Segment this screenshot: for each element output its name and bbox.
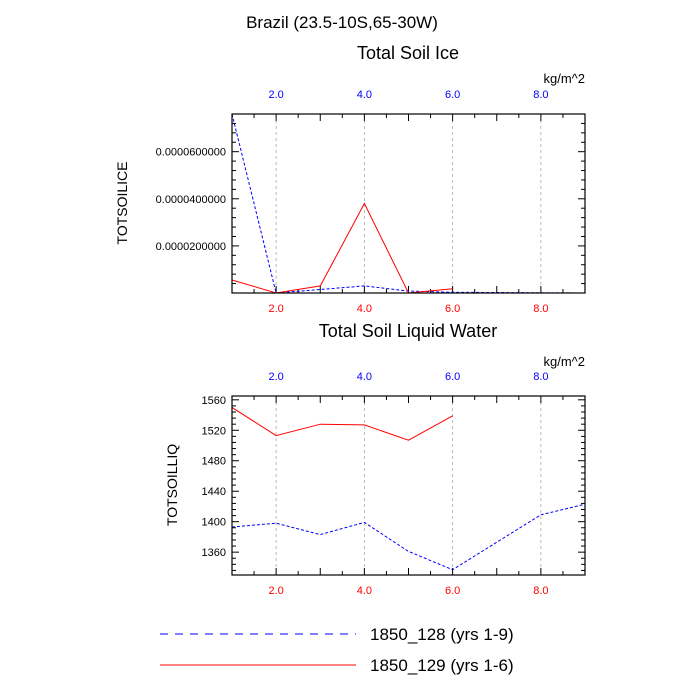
- soil-liquid-y-tick-label: 1480: [202, 456, 226, 468]
- soil-liquid-y-tick-label: 1440: [202, 486, 226, 498]
- soil-liquid-x-tick-label-top: 4.0: [357, 371, 372, 383]
- soil-liquid-x-tick-label-top: 6.0: [445, 371, 460, 383]
- soil-liquid-title: Total Soil Liquid Water: [319, 321, 497, 341]
- soil-liquid-y-tick-label: 1360: [202, 547, 226, 559]
- soil-liquid-units: kg/m^2: [543, 354, 585, 369]
- soil-ice-x-tick-label-bottom: 2.0: [268, 303, 283, 315]
- soil-ice-title: Total Soil Ice: [357, 43, 459, 63]
- soil-liquid-series-line-1850-128: [231, 503, 586, 571]
- soil-liquid-plot-frame: [231, 395, 586, 576]
- soil-liquid-x-tick-label-bottom: 2.0: [268, 585, 283, 597]
- soil-ice-x-tick-label-top: 4.0: [357, 89, 372, 101]
- soil-ice-x-tick-label-bottom: 8.0: [533, 303, 548, 315]
- legend-label-1850-129: 1850_129 (yrs 1-6): [370, 656, 514, 675]
- soil-ice-x-tick-label-bottom: 4.0: [357, 303, 372, 315]
- soil-ice-series-line-1850-129: [231, 202, 453, 294]
- soil-ice-y-tick-label: 0.0000400000: [156, 194, 226, 206]
- soil-ice-y-tick-label: 0.0000200000: [156, 241, 226, 253]
- soil-liquid-y-tick-label: 1520: [202, 425, 226, 437]
- soil-ice-series-line-1850-128: [231, 113, 586, 294]
- soil-ice-x-tick-label-top: 8.0: [533, 89, 548, 101]
- soil-liquid-x-tick-label-bottom: 4.0: [357, 585, 372, 597]
- soil-liquid-x-tick-label-bottom: 6.0: [445, 585, 460, 597]
- legend-label-1850-128: 1850_128 (yrs 1-9): [370, 625, 514, 644]
- soil-ice-panel: Total Soil Ice kg/m^2 TOTSOILICE 0.00002…: [114, 43, 586, 315]
- soil-liquid-x-tick-label-top: 2.0: [268, 371, 283, 383]
- soil-liquid-marks: 1360 1400 1440 1480 1520 1560 2.0 2.0 4.0 4.0 6.0 6…: [202, 371, 586, 597]
- soil-liquid-y-tick-label: 1400: [202, 517, 226, 529]
- soil-ice-y-tick-label: 0.0000600000: [156, 147, 226, 159]
- soil-ice-x-tick-label-top: 6.0: [445, 89, 460, 101]
- soil-ice-marks: 0.0000200000 0.0000400000 0.0000600000 2.0 2…: [156, 89, 586, 315]
- legend: 1850_128 (yrs 1-9) 1850_129 (yrs 1-6): [160, 625, 514, 675]
- soil-ice-x-tick-label-bottom: 6.0: [445, 303, 460, 315]
- soil-ice-y-label: TOTSOILICE: [114, 162, 130, 245]
- soil-liquid-series-line-1850-129: [231, 406, 453, 441]
- soil-liquid-y-tick-label: 1560: [202, 395, 226, 407]
- soil-ice-units: kg/m^2: [543, 71, 585, 86]
- figure-title: Brazil (23.5-10S,65-30W): [246, 13, 438, 32]
- soil-liquid-y-label: TOTSOILLIQ: [164, 444, 180, 526]
- soil-ice-x-tick-label-top: 2.0: [268, 89, 283, 101]
- soil-liquid-panel: Total Soil Liquid Water kg/m^2 TOTSOILLI…: [164, 321, 586, 597]
- soil-ice-plot-frame: [231, 113, 586, 294]
- soil-liquid-x-tick-label-bottom: 8.0: [533, 585, 548, 597]
- soil-liquid-x-tick-label-top: 8.0: [533, 371, 548, 383]
